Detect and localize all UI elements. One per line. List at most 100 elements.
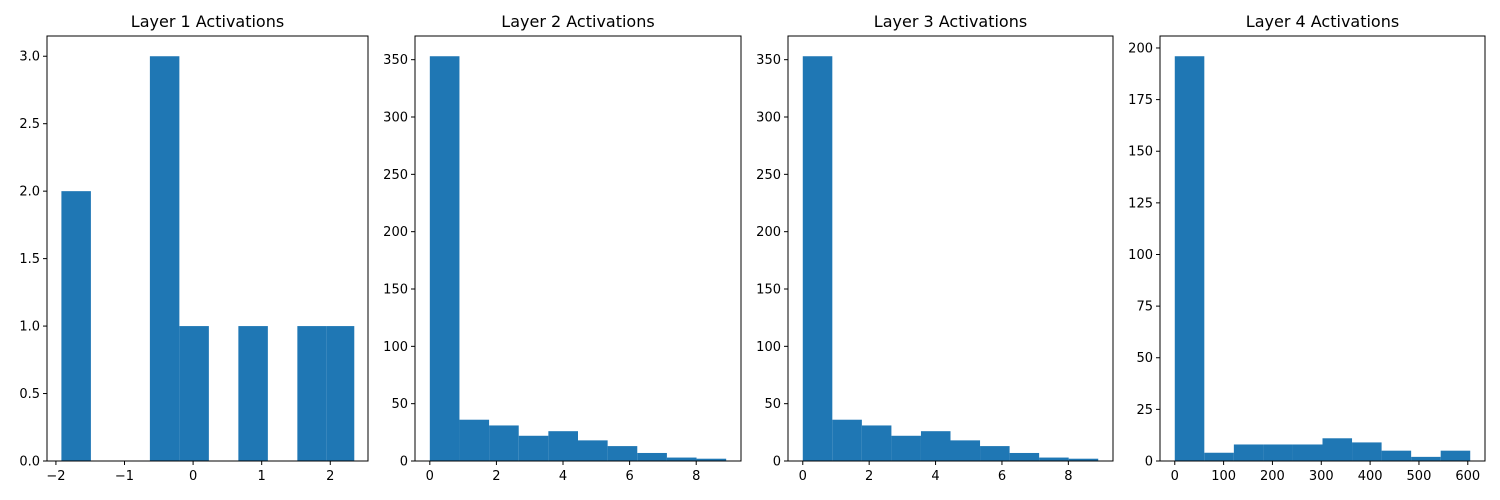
x-tick-label: 0 [426, 469, 434, 484]
x-tick-label: 0 [189, 469, 197, 484]
y-tick-label: 100 [383, 340, 408, 355]
chart-panel-1: −2 −1 0 1 2 0.0 0.5 1.0 1.5 2.0 2.5 3.0 Layer 1 Acti… [19, 12, 369, 484]
x-tick-label: −1 [115, 469, 134, 484]
y-tick-label: 350 [756, 53, 781, 68]
x-tick-label: 100 [1211, 469, 1236, 484]
histogram-bar [548, 431, 578, 461]
histogram-bar [578, 440, 608, 461]
chart-title: Layer 1 Activations [131, 12, 284, 31]
histogram-bar [149, 56, 180, 461]
histogram-bar [1174, 56, 1205, 461]
histogram-bar [1352, 442, 1382, 461]
chart-title: Layer 3 Activations [874, 12, 1027, 31]
y-tick-label: 100 [756, 340, 781, 355]
histogram-bar [1009, 452, 1040, 461]
y-tick-label: 200 [383, 225, 408, 240]
y-tick-label: 25 [1136, 403, 1153, 418]
y-tick-label: 1.5 [19, 252, 40, 267]
x-tick-label: 4 [559, 469, 567, 484]
y-tick-label: 0.5 [19, 387, 40, 402]
x-tick-label: 1 [258, 469, 266, 484]
histogram-bar [637, 452, 667, 461]
y-tick-label: 125 [1128, 196, 1153, 211]
x-tick-label: 6 [998, 469, 1006, 484]
y-tick-label: 0 [1145, 455, 1153, 470]
histogram-bar [891, 435, 921, 461]
y-tick-label: 150 [383, 283, 408, 298]
histogram-bar [1411, 456, 1441, 461]
x-tick-label: 2 [865, 469, 873, 484]
histogram-bar [238, 326, 268, 461]
histogram-bar [1381, 450, 1412, 461]
y-tick-label: 2.5 [19, 117, 40, 132]
axes-frame [414, 35, 742, 462]
histogram-bar [832, 419, 862, 461]
histogram-bar [861, 425, 892, 461]
y-tick-label: 3.0 [19, 50, 40, 65]
x-tick-label: 4 [931, 469, 939, 484]
histogram-bar [326, 326, 355, 461]
y-tick-label: 150 [1128, 145, 1153, 160]
y-tick-label: 200 [1128, 41, 1153, 56]
chart-title: Layer 2 Activations [501, 12, 654, 31]
histogram-bar [607, 446, 638, 461]
histogram-bar [1263, 444, 1293, 461]
y-tick-label: 175 [1128, 93, 1153, 108]
x-tick-label: 0 [799, 469, 807, 484]
y-tick-label: 1.0 [19, 320, 40, 335]
chart-panel-4: 0 100 200 300 400 500 600 0 25 50 75 100 125 150 175 20… [1128, 12, 1486, 484]
y-tick-label: 250 [756, 168, 781, 183]
x-tick-label: 8 [1064, 469, 1072, 484]
x-tick-label: 6 [625, 469, 633, 484]
histogram-bar [459, 419, 490, 461]
y-tick-label: 300 [756, 111, 781, 126]
histogram-bar [696, 458, 727, 461]
histogram-bar [429, 56, 460, 461]
chart-title: Layer 4 Activations [1246, 12, 1399, 31]
x-tick-label: −2 [46, 469, 65, 484]
histogram-bar [489, 425, 519, 461]
x-tick-label: 400 [1358, 469, 1383, 484]
histogram-bar [1039, 457, 1069, 461]
histogram-bar [518, 435, 549, 461]
y-tick-label: 350 [383, 53, 408, 68]
x-tick-label: 300 [1309, 469, 1334, 484]
y-tick-label: 50 [764, 397, 781, 412]
x-tick-label: 600 [1455, 469, 1480, 484]
y-tick-label: 50 [1136, 351, 1153, 366]
y-tick-label: 50 [391, 397, 408, 412]
x-tick-label: 2 [492, 469, 500, 484]
y-tick-label: 300 [383, 111, 408, 126]
x-tick-label: 500 [1407, 469, 1432, 484]
x-tick-label: 200 [1260, 469, 1285, 484]
y-tick-label: 150 [756, 283, 781, 298]
y-tick-label: 250 [383, 168, 408, 183]
chart-panel-3: 0 2 4 6 8 0 50 100 150 200 250 300 350 Layer 3 Activa… [756, 12, 1114, 484]
histogram-bar [1322, 438, 1353, 461]
axes-frame [787, 35, 1114, 462]
x-tick-label: 8 [692, 469, 700, 484]
y-tick-label: 0 [400, 455, 408, 470]
x-tick-label: 2 [326, 469, 334, 484]
histogram-bar [1233, 444, 1264, 461]
axes-frame [1159, 35, 1486, 462]
x-tick-label: 0 [1171, 469, 1179, 484]
histogram-bar [950, 440, 981, 461]
histogram-bar [179, 326, 209, 461]
histogram-bar [1292, 444, 1323, 461]
chart-panel-2: 0 2 4 6 8 0 50 100 150 200 250 300 350 Layer 2 Activa… [383, 12, 742, 484]
y-tick-label: 75 [1136, 300, 1153, 315]
histogram-bar [1204, 452, 1234, 461]
histogram-bar [802, 56, 833, 461]
histogram-bar [1068, 458, 1099, 461]
y-tick-label: 2.0 [19, 185, 40, 200]
histogram-bar [297, 326, 327, 461]
histogram-bar [980, 446, 1010, 461]
histogram-bar [666, 457, 697, 461]
y-tick-label: 0.0 [19, 455, 40, 470]
histogram-bar [920, 431, 951, 461]
y-tick-label: 200 [756, 225, 781, 240]
histogram-bar [61, 191, 91, 461]
